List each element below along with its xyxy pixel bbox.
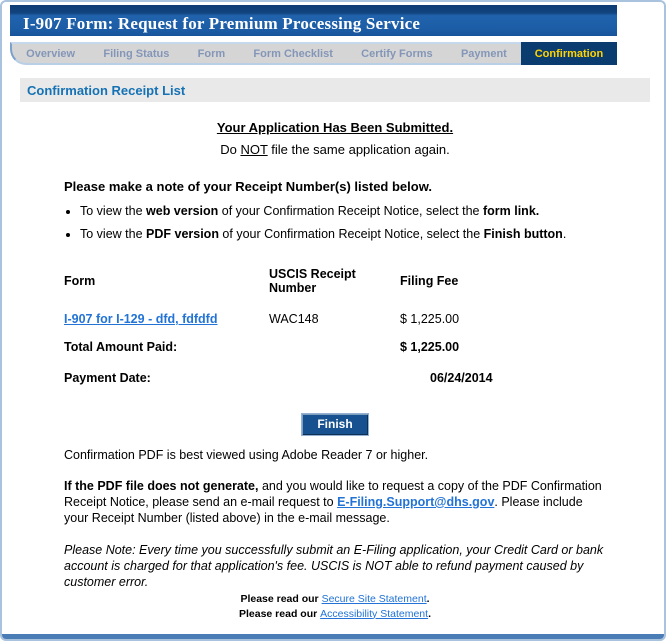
form-title-bar: I-907 Form: Request for Premium Processi…: [10, 5, 617, 36]
section-heading-bar: Confirmation Receipt List: [20, 78, 650, 102]
instruction-list: To view the web version of your Confirma…: [80, 204, 620, 241]
total-amount-row: Total Amount Paid: $ 1,225.00: [64, 340, 604, 354]
tab-overview[interactable]: Overview: [26, 47, 76, 60]
section-heading-text: Confirmation Receipt List: [27, 82, 186, 98]
email-paragraph-text1: and you would like to request a copy of …: [64, 478, 602, 509]
bullet1-text2: of your Confirmation Receipt Notice, sel…: [218, 204, 483, 218]
bullet2-bold-pdf-version: PDF version: [146, 227, 219, 241]
total-amount-value: $ 1,225.00: [400, 339, 460, 354]
secure-statement-pre: Please read our: [240, 592, 322, 605]
tab-payment[interactable]: Payment: [460, 47, 507, 60]
pdf-viewer-note: Confirmation PDF is best viewed using Ad…: [64, 447, 429, 462]
accessibility-statement-link[interactable]: Accessibility Statement: [320, 607, 429, 620]
accessibility-statement-pre: Please read our: [238, 607, 321, 620]
application-submitted-heading: Your Application Has Been Submitted.: [216, 120, 454, 135]
bullet1-bold-form-link: form link.: [482, 204, 540, 218]
bullet2-text3: .: [562, 227, 567, 241]
tab-filing-status[interactable]: Filing Status: [103, 47, 170, 60]
form-receipt-link[interactable]: I-907 for I-129 - dfd, fdfdfd: [64, 311, 218, 326]
tab-form[interactable]: Form: [197, 47, 226, 60]
bullet2-bold-finish-button: Finish button: [483, 227, 563, 241]
refund-policy-note: Please Note: Every time you successfully…: [64, 542, 604, 589]
finish-button-row: Finish: [2, 412, 664, 436]
main-content: Your Application Has Been Submitted. Do …: [2, 102, 664, 639]
payment-date-label: Payment Date:: [64, 370, 151, 385]
table-row-receipt-number: WAC148: [269, 311, 319, 326]
bullet2-text2: of your Confirmation Receipt Notice, sel…: [218, 227, 484, 241]
table-row-form-cell: I-907 for I-129 - dfd, fdfdfd: [64, 312, 269, 326]
page-title: I-907 Form: Request for Premium Processi…: [23, 14, 421, 33]
payment-date-value: 06/24/2014: [430, 370, 493, 385]
column-header-receipt-number: USCIS Receipt Number: [269, 267, 356, 296]
instruction-web-version: To view the web version of your Confirma…: [80, 204, 620, 218]
email-support-paragraph: If the PDF file does not generate, and y…: [64, 478, 609, 526]
tab-certify-forms[interactable]: Certify Forms: [361, 47, 433, 60]
column-header-filing-fee: Filing Fee: [400, 274, 459, 289]
bullet1-text: To view the: [80, 204, 147, 218]
receipt-note-heading: Please make a note of your Receipt Numbe…: [64, 179, 432, 194]
secure-site-statement-line: Please read our Secure Site Statement.: [2, 592, 664, 605]
accessibility-statement-post: .: [428, 607, 431, 620]
bottom-blue-bar: [2, 634, 664, 639]
instruction-pdf-version: To view the PDF version of your Confirma…: [80, 227, 620, 241]
finish-button[interactable]: Finish: [301, 412, 369, 436]
bullet1-bold-web-version: web version: [146, 204, 219, 218]
payment-date-row: Payment Date: 06/24/2014: [64, 371, 604, 385]
email-paragraph-text2: . Please include your Receipt Number (li…: [64, 494, 583, 525]
total-amount-label: Total Amount Paid:: [64, 339, 178, 354]
bullet2-text: To view the: [80, 227, 147, 241]
warning-text-post: file the same application again.: [267, 142, 450, 157]
table-row-filing-fee: $ 1,225.00: [400, 311, 460, 326]
warning-text-not: NOT: [240, 142, 268, 157]
efiling-support-email-link[interactable]: E-Filing.Support@dhs.gov: [337, 494, 495, 509]
step-tab-bar: Overview Filing Status Form Form Checkli…: [10, 42, 617, 65]
receipt-table: Form USCIS Receipt Number Filing Fee I-9…: [64, 267, 604, 326]
email-paragraph-bold-lead: If the PDF file does not generate,: [64, 478, 259, 493]
column-header-form: Form: [64, 274, 96, 289]
warning-text-pre: Do: [220, 142, 241, 157]
do-not-refile-warning: Do NOT file the same application again.: [2, 142, 664, 157]
tab-form-checklist[interactable]: Form Checklist: [253, 47, 333, 60]
secure-site-statement-link[interactable]: Secure Site Statement: [321, 592, 427, 605]
secure-statement-post: .: [426, 592, 430, 605]
tab-confirmation[interactable]: Confirmation: [520, 42, 617, 65]
accessibility-statement-line: Please read our Accessibility Statement.: [2, 607, 664, 620]
